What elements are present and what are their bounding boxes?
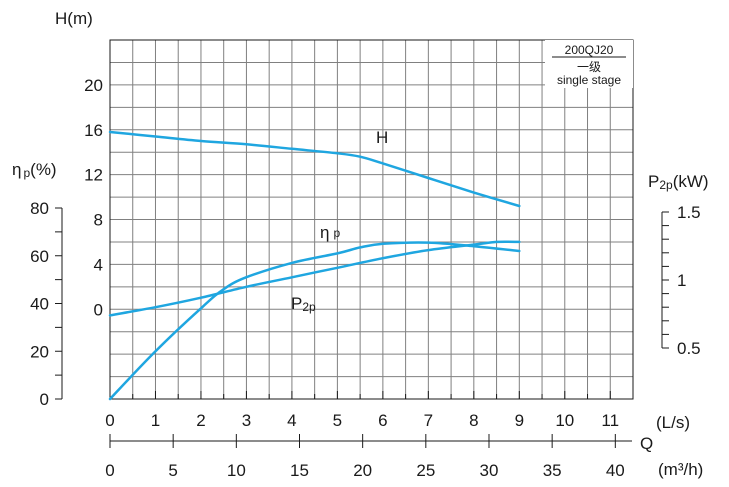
model-label-name: 200QJ20 [565,43,614,57]
head-tick-label: 0 [94,300,103,319]
model-label-stage-en: single stage [557,73,621,87]
power-curve [108,240,521,317]
flow-ls-tick-label: 7 [424,411,433,430]
efficiency-curve [108,241,521,401]
power-axis-title: P2p(kW) [648,172,709,192]
head-tick-label: 4 [94,255,103,274]
head-curve [108,130,521,208]
flow-ls-tick-label: 5 [333,411,342,430]
flow-ls-tick-label: 9 [515,411,524,430]
head-curve-label: H [376,128,388,147]
flow-ls-tick-label: 8 [469,411,478,430]
power-tick-label: 0.5 [677,339,701,358]
flow-m3h-tick-label: 15 [290,461,309,480]
head-tick-label: 20 [84,76,103,95]
power-tick-label: 1 [677,271,686,290]
head-axis-title: H(m) [55,9,93,28]
flow-m3h-tick-label: 10 [227,461,246,480]
flow-ls-tick-label: 1 [151,411,160,430]
flow-ls-tick-label: 0 [105,411,114,430]
model-label: 200QJ20 一级 single stage [545,40,633,88]
flow-ls-tick-label: 10 [555,411,574,430]
flow-m3h-tick-label: 5 [168,461,177,480]
efficiency-tick-label: 20 [30,342,49,361]
flow-q-label: Q [640,434,653,453]
flow-m3h-axis-title: (m³/h) [658,460,703,479]
model-label-background [545,40,633,88]
axis-ticks [55,207,669,448]
head-tick-label: 8 [94,211,103,230]
efficiency-tick-label: 60 [30,247,49,266]
flow-ls-tick-label: 4 [287,411,296,430]
efficiency-tick-label: 80 [30,199,49,218]
flow-m3h-tick-label: 20 [353,461,372,480]
flow-ls-tick-label: 2 [196,411,205,430]
efficiency-tick-label: 0 [40,390,49,409]
power-curve-label: P2p [291,294,316,314]
power-tick-label: 1.5 [677,203,701,222]
flow-ls-tick-label: 6 [378,411,387,430]
flow-ls-tick-label: 3 [242,411,251,430]
flow-m3h-tick-label: 30 [480,461,499,480]
model-label-stage-cn: 一级 [577,60,601,74]
head-tick-label: 12 [84,166,103,185]
flow-m3h-tick-label: 35 [543,461,562,480]
flow-m3h-tick-label: 0 [105,461,114,480]
efficiency-tick-label: 40 [30,295,49,314]
head-tick-label: 16 [84,121,103,140]
flow-m3h-tick-label: 25 [416,461,435,480]
flow-ls-axis-title: (L/s) [656,413,690,432]
flow-m3h-tick-label: 40 [606,461,625,480]
flow-ls-tick-label: 11 [601,411,619,430]
plot-frame [109,39,634,400]
efficiency-axis-title: η p(%) [12,160,57,180]
curves [108,130,521,401]
